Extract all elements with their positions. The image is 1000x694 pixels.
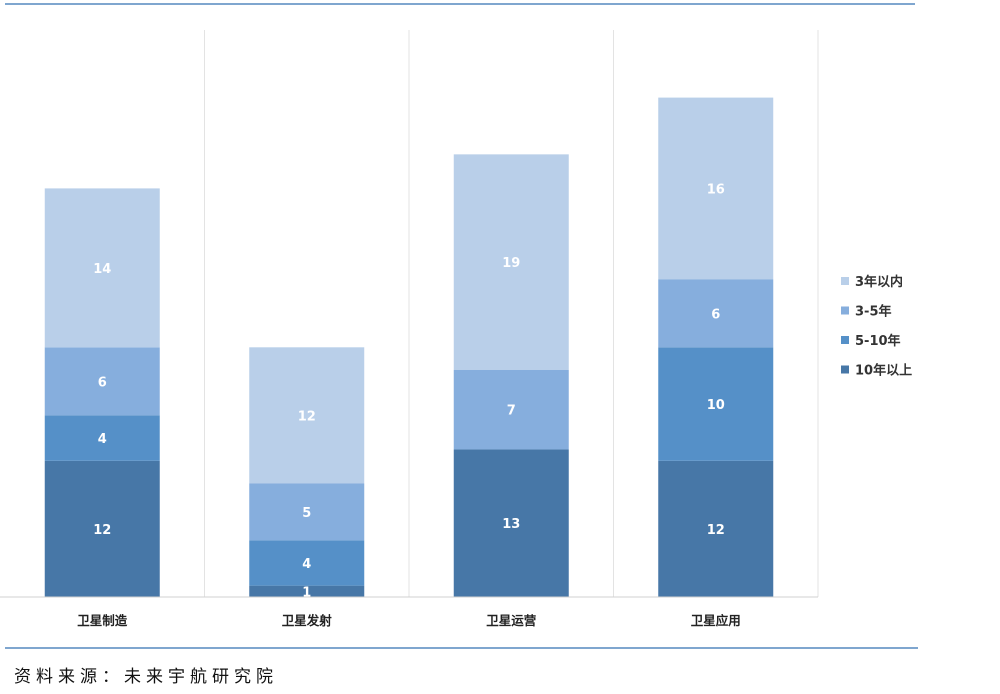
bar-segment xyxy=(44,347,160,416)
data-label: 14 xyxy=(93,262,111,277)
legend-label: 3-5年 xyxy=(855,304,892,320)
data-label: 16 xyxy=(707,182,725,197)
data-label: 1 xyxy=(302,585,311,600)
data-label: 12 xyxy=(298,409,316,424)
data-label: 7 xyxy=(507,404,516,419)
bar-segment xyxy=(249,483,365,541)
legend-label: 10年以上 xyxy=(855,363,912,379)
legend-swatch xyxy=(841,336,849,344)
top-rule xyxy=(5,3,915,5)
bar-segment xyxy=(658,347,774,461)
bar-segment xyxy=(44,460,160,597)
data-label: 5 xyxy=(302,506,311,521)
bar-segment xyxy=(453,370,569,450)
legend-label: 5-10年 xyxy=(855,333,901,349)
bar-segment xyxy=(44,188,160,348)
legend-swatch xyxy=(841,365,849,374)
bottom-rule xyxy=(5,647,918,649)
bar-segment xyxy=(249,347,365,484)
bar-segment xyxy=(658,460,774,597)
data-label: 6 xyxy=(711,307,720,322)
bar-segment xyxy=(44,415,160,461)
category-label: 卫星运营 xyxy=(486,613,537,628)
category-label: 卫星发射 xyxy=(282,613,333,628)
data-label: 13 xyxy=(502,517,520,532)
data-label: 4 xyxy=(98,432,107,447)
category-label: 卫星制造 xyxy=(77,613,128,628)
legend: 3年以内 3-5年 5-10年 10年以上 xyxy=(841,274,912,379)
data-label: 10 xyxy=(707,398,725,413)
data-label: 6 xyxy=(98,375,107,390)
category-separators xyxy=(204,30,819,597)
category-labels: 卫星制造 卫星发射 卫星运营 卫星应用 xyxy=(77,613,741,628)
legend-swatch xyxy=(841,277,849,285)
bar-segment xyxy=(249,540,365,586)
legend-swatch xyxy=(841,306,849,315)
source-note: 资料来源：未来宇航研究院 xyxy=(14,667,278,687)
bar-segment xyxy=(453,154,569,370)
legend-label: 3年以内 xyxy=(855,274,903,290)
category-label: 卫星应用 xyxy=(691,613,741,628)
bar-segment xyxy=(453,449,569,597)
bar-segment xyxy=(658,279,774,348)
data-label: 4 xyxy=(302,557,311,572)
data-label: 12 xyxy=(707,523,725,538)
bar-segment xyxy=(658,97,774,280)
data-label: 12 xyxy=(93,523,111,538)
bar-segment xyxy=(249,585,365,597)
data-label: 19 xyxy=(502,256,520,271)
